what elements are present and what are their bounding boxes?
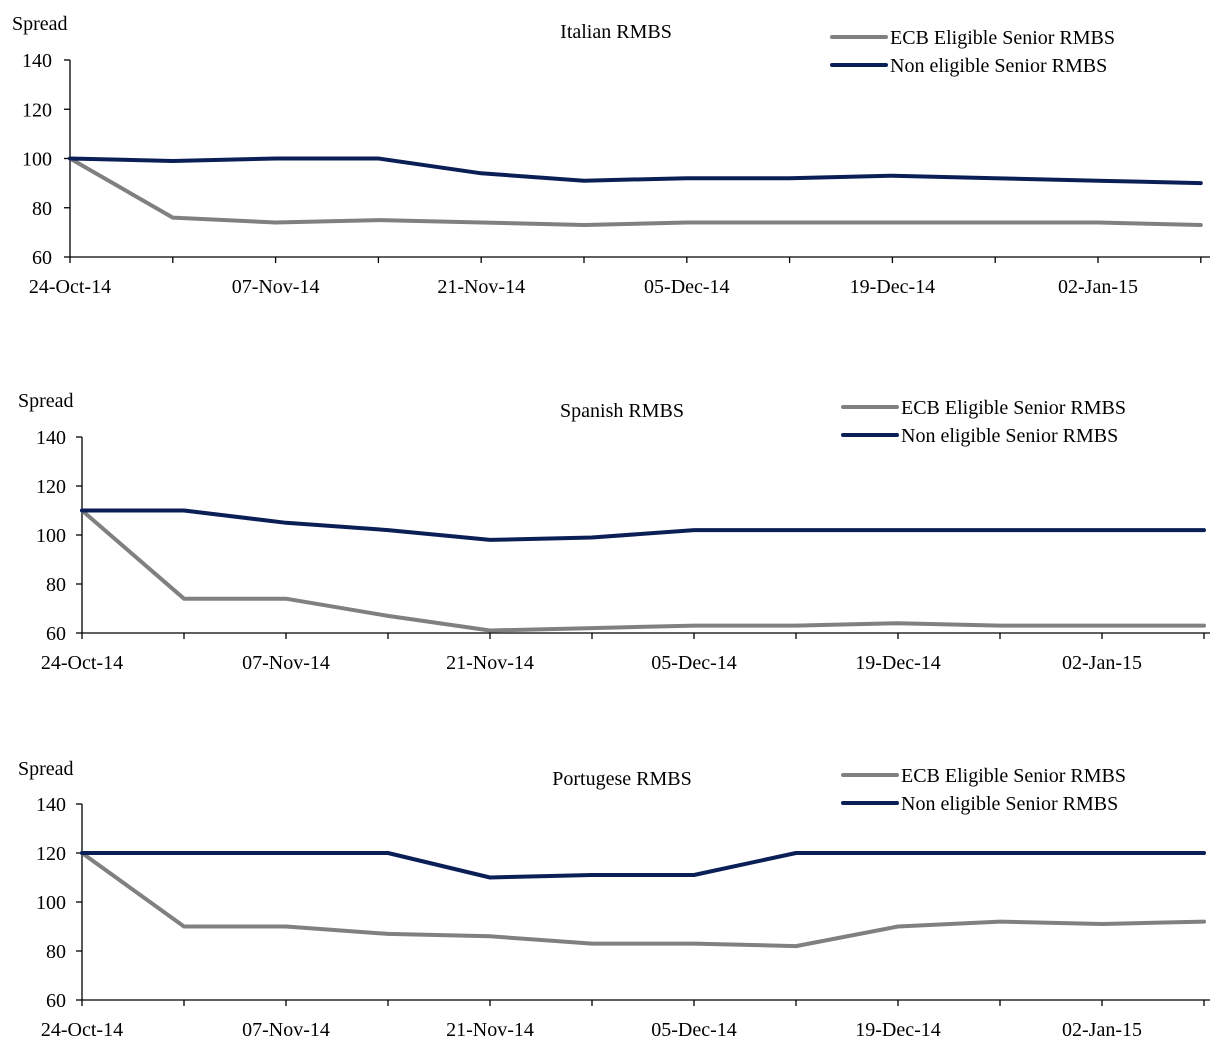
series-line-ecb-eligible-senior-rmbs bbox=[68, 156, 1203, 227]
x-tick-label: 05-Dec-14 bbox=[644, 276, 730, 298]
legend-label: Non eligible Senior RMBS bbox=[901, 425, 1118, 447]
x-tick-label: 21-Nov-14 bbox=[446, 1019, 534, 1041]
series-line-ecb-eligible-senior-rmbs bbox=[80, 851, 1206, 949]
y-tick-label: 80 bbox=[46, 941, 66, 963]
legend-label: Non eligible Senior RMBS bbox=[890, 55, 1107, 77]
y-tick-label: 60 bbox=[46, 990, 66, 1012]
legend-entry-non-eligible-senior-rmbs: Non eligible Senior RMBS bbox=[841, 793, 1118, 815]
legend-label: ECB Eligible Senior RMBS bbox=[890, 27, 1115, 49]
x-tick-label: 05-Dec-14 bbox=[651, 652, 737, 674]
y-tick-label: 140 bbox=[36, 794, 66, 816]
y-tick-label: 140 bbox=[36, 427, 66, 449]
x-tick-label: 07-Nov-14 bbox=[232, 276, 320, 298]
y-tick-label: 100 bbox=[36, 525, 66, 547]
y-axis-label: Spread bbox=[18, 390, 74, 412]
x-tick-label: 19-Dec-14 bbox=[855, 652, 941, 674]
series-line-ecb-eligible-senior-rmbs bbox=[80, 508, 1206, 633]
legend-entry-non-eligible-senior-rmbs: Non eligible Senior RMBS bbox=[830, 55, 1107, 77]
y-tick-label: 120 bbox=[36, 843, 66, 865]
chart-panel-spanish-rmbs: 60 80 100 120 140 24-Oct-14 07-Nov-14 21-Nov-14… bbox=[18, 390, 1210, 674]
y-tick-label: 120 bbox=[22, 99, 52, 121]
x-tick-label: 02-Jan-15 bbox=[1058, 276, 1138, 298]
y-tick-label: 100 bbox=[22, 149, 52, 171]
y-axis-label: Spread bbox=[12, 13, 68, 35]
x-tick-label: 19-Dec-14 bbox=[855, 1019, 941, 1041]
x-tick-label: 24-Oct-14 bbox=[41, 652, 123, 674]
x-tick-label: 19-Dec-14 bbox=[850, 276, 936, 298]
y-tick-label: 100 bbox=[36, 892, 66, 914]
chart-title: Portugese RMBS bbox=[552, 768, 691, 790]
legend-label: ECB Eligible Senior RMBS bbox=[901, 765, 1126, 787]
legend-entry-ecb-eligible-senior-rmbs: ECB Eligible Senior RMBS bbox=[841, 397, 1126, 419]
y-tick-label: 80 bbox=[32, 198, 52, 220]
x-tick-label: 02-Jan-15 bbox=[1062, 1019, 1142, 1041]
x-tick-label: 24-Oct-14 bbox=[41, 1019, 123, 1041]
series-line-non-eligible-senior-rmbs bbox=[80, 508, 1206, 542]
series-line-non-eligible-senior-rmbs bbox=[68, 156, 1203, 186]
y-axis-label: Spread bbox=[18, 758, 74, 780]
x-tick-label: 24-Oct-14 bbox=[29, 276, 111, 298]
y-tick-label: 60 bbox=[46, 623, 66, 645]
chart-title: Spanish RMBS bbox=[560, 400, 684, 422]
chart-panel-italian-rmbs: 60 80 100 120 140 24-Oct-14 07-Nov-14 21-Nov-14… bbox=[12, 13, 1210, 298]
chart-panel-portugese-rmbs: 60 80 100 120 140 24-Oct-14 07-Nov-14 21-Nov-14… bbox=[18, 758, 1210, 1041]
y-tick-label: 140 bbox=[22, 50, 52, 72]
legend-entry-ecb-eligible-senior-rmbs: ECB Eligible Senior RMBS bbox=[830, 27, 1115, 49]
y-tick-label: 60 bbox=[32, 247, 52, 269]
legend-label: Non eligible Senior RMBS bbox=[901, 793, 1118, 815]
legend-label: ECB Eligible Senior RMBS bbox=[901, 397, 1126, 419]
legend-entry-non-eligible-senior-rmbs: Non eligible Senior RMBS bbox=[841, 425, 1118, 447]
legend-entry-ecb-eligible-senior-rmbs: ECB Eligible Senior RMBS bbox=[841, 765, 1126, 787]
x-tick-label: 21-Nov-14 bbox=[437, 276, 525, 298]
y-tick-label: 80 bbox=[46, 574, 66, 596]
y-tick-label: 120 bbox=[36, 476, 66, 498]
x-tick-label: 07-Nov-14 bbox=[242, 652, 330, 674]
x-tick-label: 02-Jan-15 bbox=[1062, 652, 1142, 674]
x-tick-label: 21-Nov-14 bbox=[446, 652, 534, 674]
chart-title: Italian RMBS bbox=[560, 21, 672, 43]
x-tick-label: 05-Dec-14 bbox=[651, 1019, 737, 1041]
x-tick-label: 07-Nov-14 bbox=[242, 1019, 330, 1041]
series-line-non-eligible-senior-rmbs bbox=[80, 851, 1206, 880]
